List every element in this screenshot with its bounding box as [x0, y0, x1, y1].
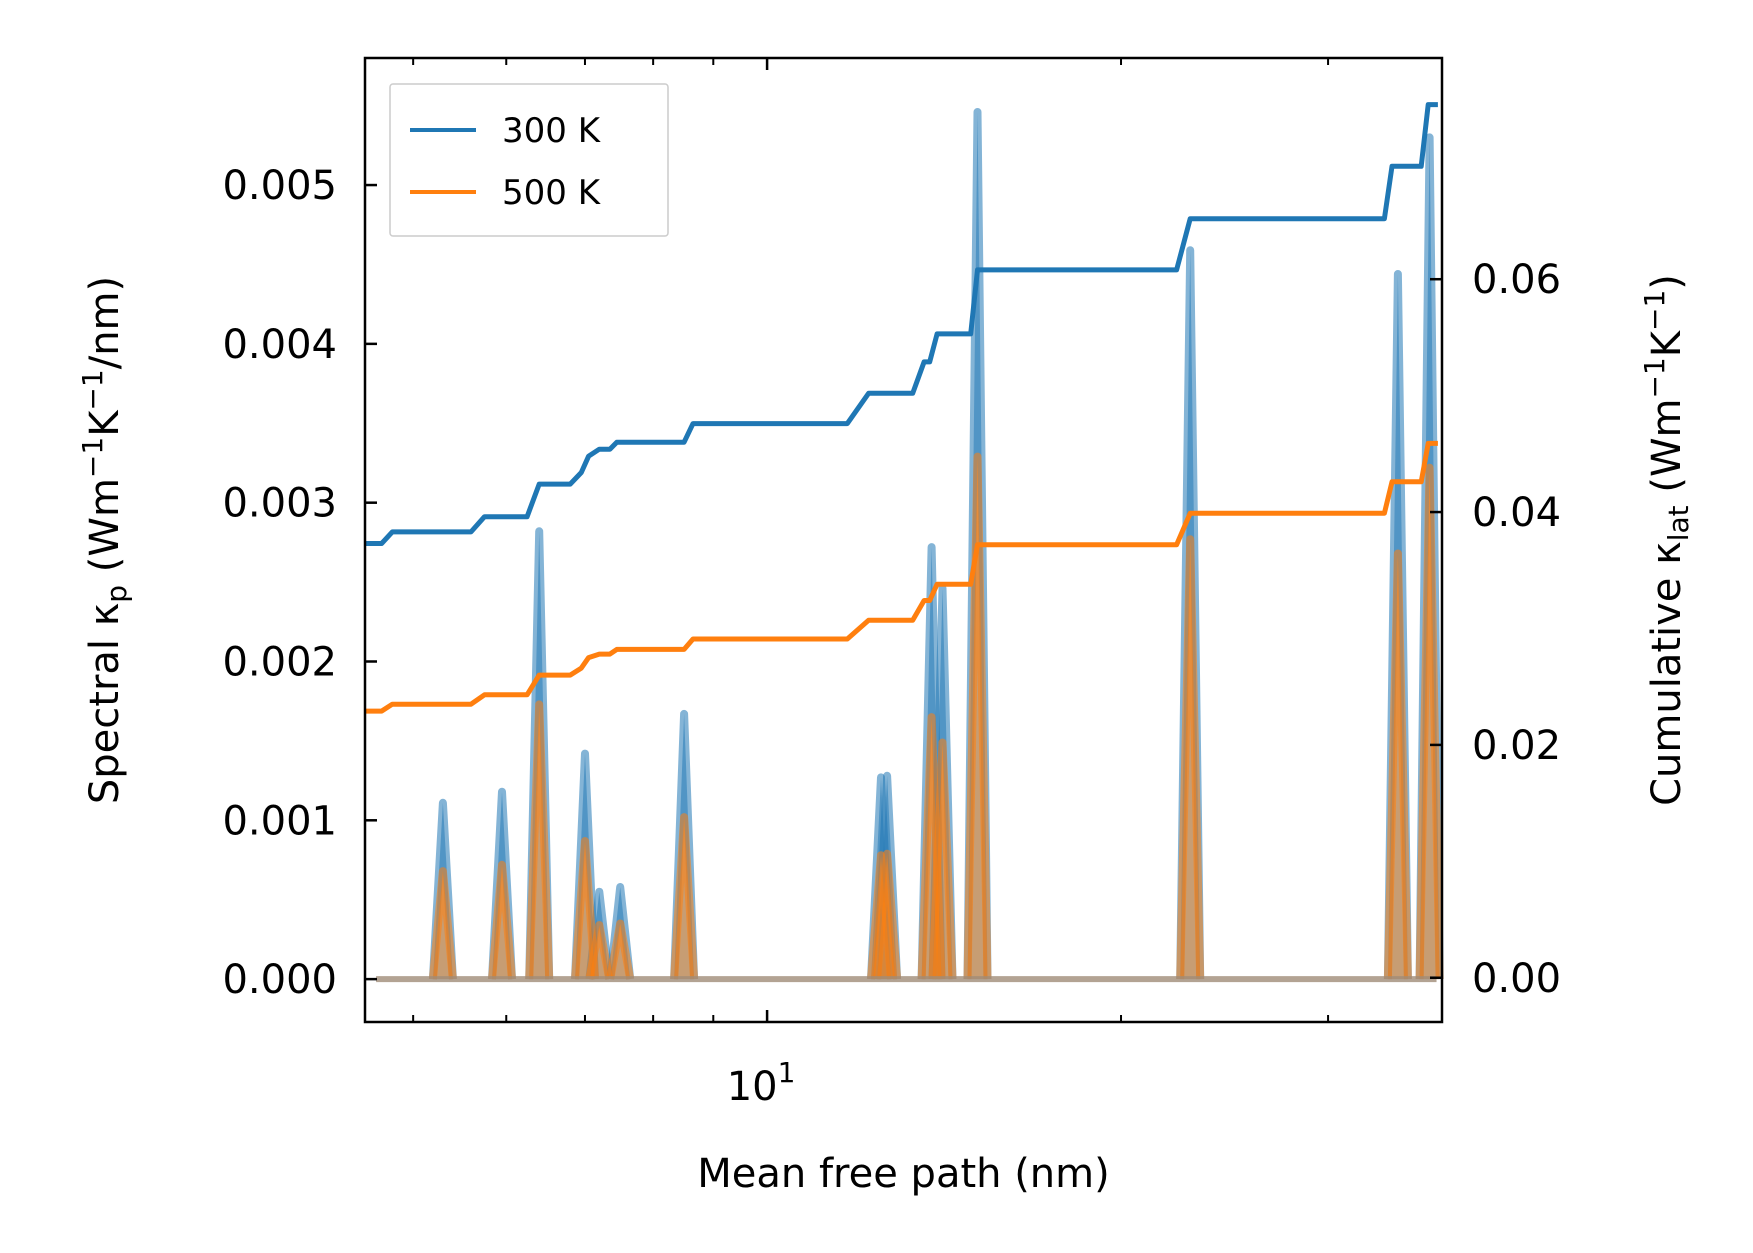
spectral-peak-500k — [525, 700, 554, 980]
spectral-peak-500k — [606, 919, 635, 980]
left-y-tick-label: 0.001 — [222, 798, 337, 844]
right-y-tick-label: 0.04 — [1472, 490, 1561, 536]
right-y-tick-label: 0.02 — [1472, 723, 1561, 769]
spectral-peak-500k — [428, 867, 457, 980]
spectral-peak-500k — [1176, 535, 1205, 980]
legend-box — [389, 83, 669, 237]
spectral-peak-500k — [1383, 549, 1412, 980]
spectral-peak-500k — [585, 921, 614, 980]
left-y-tick-label: 0.003 — [222, 481, 337, 527]
right-y-axis-label: Cumulative κlat (Wm−1K−1) — [1638, 274, 1695, 806]
cumulative-line-300k — [365, 102, 1438, 546]
spectral-peak-500k — [488, 860, 516, 980]
left-y-axis-label: Spectral κp (Wm−1K−1/nm) — [76, 276, 133, 804]
legend-label-500k: 500 K — [502, 173, 602, 213]
data-lines — [365, 102, 1438, 714]
legend: 300 K 500 K — [389, 83, 669, 237]
spectral-peak-500k — [963, 452, 992, 980]
spectral-peak-500k — [1415, 463, 1444, 980]
spectral-peak-500k — [571, 837, 599, 980]
left-y-tick-label: 0.005 — [222, 163, 337, 209]
plot-frame — [363, 56, 1444, 1024]
right-y-tick-label: 0.06 — [1472, 257, 1561, 303]
spectral-fills — [376, 108, 1444, 983]
x-tick-label: 101 — [727, 1056, 796, 1110]
left-y-tick-label: 0.004 — [222, 322, 337, 368]
axis-ticks: 0.000 0.001 0.002 0.003 0.004 0.005 0.00 0.02 0.… — [222, 58, 1561, 1110]
legend-label-300k: 300 K — [502, 111, 602, 151]
left-y-tick-label: 0.000 — [222, 957, 337, 1003]
left-y-tick-label: 0.002 — [222, 639, 337, 685]
cumulative-line-500k — [365, 440, 1438, 714]
right-y-tick-label: 0.00 — [1472, 956, 1561, 1002]
spectral-peak-500k — [873, 849, 902, 980]
x-axis-label: Mean free path (nm) — [697, 1151, 1109, 1197]
spectral-peak-500k — [928, 738, 957, 980]
spectral-peak-500k — [670, 813, 699, 980]
